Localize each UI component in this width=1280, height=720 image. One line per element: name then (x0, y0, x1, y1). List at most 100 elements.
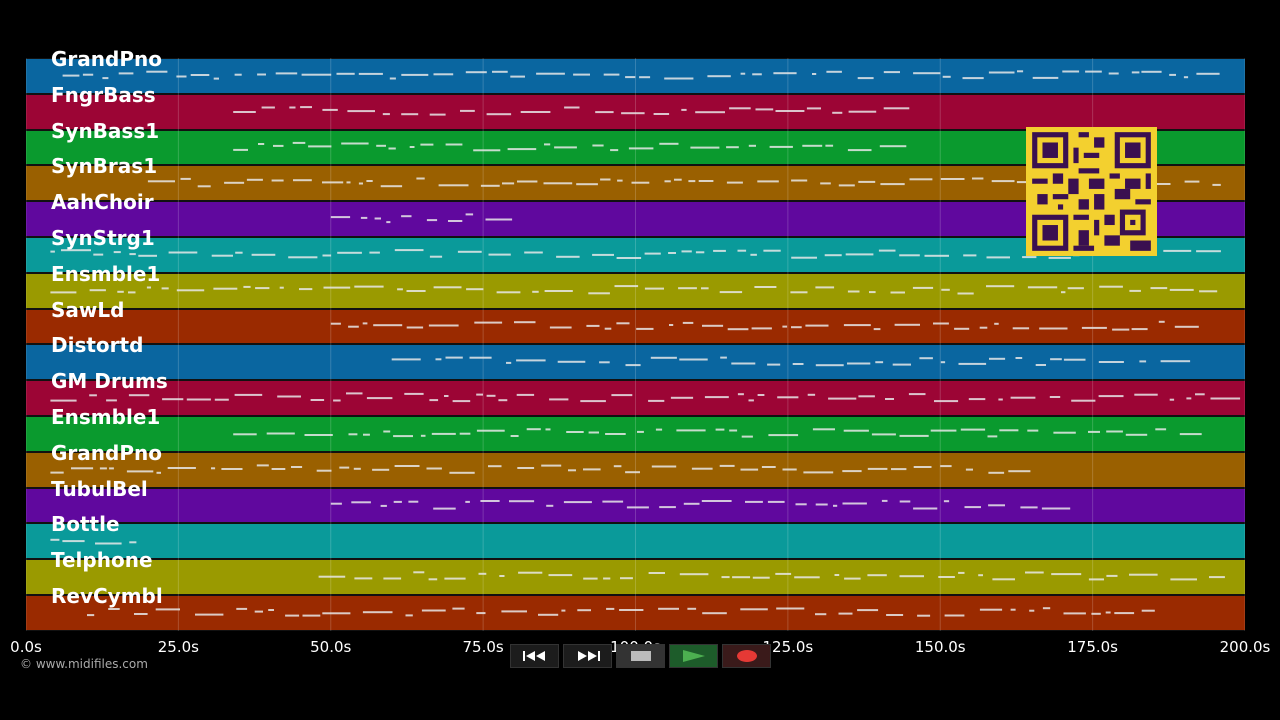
note-mark (255, 287, 270, 290)
note-mark (639, 76, 651, 79)
note-mark (828, 397, 857, 400)
note-mark (102, 77, 109, 80)
note-mark (279, 286, 284, 289)
note-mark (516, 359, 546, 362)
note-mark (330, 502, 342, 505)
note-mark (741, 435, 753, 438)
note-mark (962, 77, 984, 80)
note-mark (233, 111, 256, 113)
record-button[interactable] (722, 644, 771, 668)
note-mark (891, 468, 907, 471)
note-mark (757, 394, 765, 396)
track-label: GrandPno (51, 47, 162, 71)
note-mark (1179, 433, 1202, 436)
note-mark (1184, 180, 1200, 183)
note-mark (71, 467, 94, 470)
track-row (26, 380, 1245, 416)
note-mark (510, 75, 525, 78)
note-mark (695, 251, 705, 254)
note-mark (757, 180, 779, 183)
note-mark (727, 328, 749, 331)
note-mark (599, 361, 610, 364)
note-mark (492, 70, 508, 73)
note-mark (372, 468, 390, 471)
note-mark (988, 71, 1015, 74)
note-mark (625, 471, 640, 474)
note-mark (707, 75, 731, 78)
note-mark (474, 321, 503, 324)
note-mark (688, 180, 696, 183)
note-mark (941, 288, 950, 291)
note-mark (568, 469, 576, 472)
note-mark (791, 326, 802, 329)
note-mark (886, 614, 904, 616)
note-mark (93, 253, 104, 256)
track-row (26, 523, 1245, 560)
rewind-button[interactable] (510, 644, 559, 668)
note-mark (704, 396, 729, 399)
track-row (26, 272, 1245, 309)
note-mark (1050, 358, 1062, 361)
note-mark (807, 393, 816, 396)
note-mark (616, 322, 630, 325)
note-mark (404, 392, 424, 395)
note-mark (444, 577, 466, 580)
note-mark (592, 253, 614, 256)
note-mark (1020, 506, 1038, 509)
note-mark (745, 500, 763, 503)
note-mark (445, 143, 463, 146)
note-mark (1099, 285, 1123, 288)
note-mark (965, 468, 973, 471)
note-mark (777, 396, 799, 399)
note-mark (899, 500, 911, 503)
note-mark (291, 466, 303, 468)
note-mark (50, 250, 55, 253)
stop-button[interactable] (616, 644, 665, 668)
note-mark (408, 500, 419, 503)
note-mark (108, 608, 120, 610)
note-mark (620, 577, 633, 580)
note-mark (376, 144, 386, 147)
note-mark (546, 504, 554, 507)
note-mark (791, 256, 817, 259)
note-mark (924, 254, 949, 257)
note-mark (289, 106, 296, 109)
note-mark (972, 177, 984, 180)
note-mark (754, 286, 777, 288)
fast-forward-button[interactable] (563, 644, 612, 668)
note-mark (832, 111, 843, 114)
note-mark (197, 185, 211, 188)
note-mark (695, 111, 725, 114)
note-mark (843, 429, 869, 432)
note-mark (536, 72, 565, 75)
note-mark (858, 395, 875, 398)
note-mark (729, 429, 738, 432)
note-mark (449, 471, 475, 474)
note-mark (761, 466, 776, 468)
note-mark (433, 286, 462, 289)
note-mark (82, 73, 94, 76)
note-mark (89, 289, 106, 292)
note-mark (337, 251, 362, 254)
note-mark (358, 72, 383, 75)
play-button[interactable] (669, 644, 718, 668)
note-mark (763, 249, 781, 252)
note-mark (459, 432, 471, 435)
note-mark (790, 291, 808, 294)
note-mark (557, 360, 586, 363)
note-mark (878, 249, 896, 252)
note-mark (444, 395, 449, 397)
note-mark (556, 255, 580, 258)
note-mark (1053, 431, 1076, 434)
note-mark (812, 73, 817, 75)
note-mark (944, 614, 965, 617)
note-mark (416, 177, 425, 180)
note-mark (346, 181, 351, 184)
note-mark (842, 502, 867, 505)
note-mark (369, 251, 380, 254)
note-mark (880, 183, 905, 186)
note-mark (791, 179, 808, 182)
note-mark (421, 609, 446, 612)
note-mark (867, 467, 888, 470)
note-mark (308, 145, 332, 148)
